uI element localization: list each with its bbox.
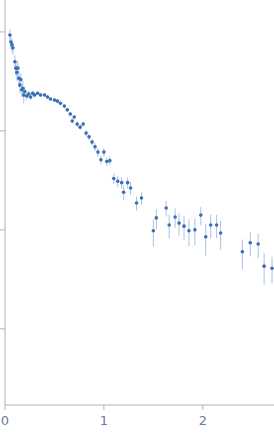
x-tick-label: 1 xyxy=(100,413,108,428)
data-point xyxy=(59,101,63,105)
data-point xyxy=(11,46,15,50)
data-point xyxy=(209,223,213,227)
x-tick xyxy=(103,405,104,410)
data-point xyxy=(46,95,50,99)
data-point xyxy=(140,196,144,200)
data-point xyxy=(49,97,53,101)
data-point xyxy=(21,86,25,90)
data-point xyxy=(16,66,20,70)
data-point xyxy=(177,221,181,225)
data-point xyxy=(108,159,112,163)
data-point xyxy=(116,179,120,183)
data-point xyxy=(99,158,103,162)
data-point xyxy=(219,231,223,235)
data-point xyxy=(93,145,97,149)
x-tick-label: 0 xyxy=(1,413,9,428)
data-point xyxy=(270,266,274,270)
x-tick xyxy=(5,405,6,410)
data-point xyxy=(122,190,126,194)
data-point xyxy=(70,119,74,123)
error-bar xyxy=(188,219,189,246)
data-point xyxy=(39,93,43,97)
data-point xyxy=(18,83,22,87)
data-point xyxy=(96,150,100,154)
data-point xyxy=(75,122,79,126)
data-point xyxy=(193,228,197,232)
y-tick xyxy=(0,229,5,230)
data-point xyxy=(68,112,72,116)
error-bar xyxy=(264,253,265,284)
data-point xyxy=(102,150,106,154)
data-point xyxy=(248,241,252,245)
data-point xyxy=(13,60,17,64)
data-point xyxy=(152,229,156,233)
data-point xyxy=(173,215,177,219)
data-point xyxy=(204,235,208,239)
data-point xyxy=(63,104,67,108)
data-point xyxy=(90,140,94,144)
data-point xyxy=(112,177,116,181)
data-point xyxy=(241,250,245,254)
data-point xyxy=(126,181,130,185)
data-point xyxy=(15,71,19,75)
data-point xyxy=(8,33,12,37)
data-group xyxy=(8,29,274,285)
error-bar xyxy=(220,221,221,250)
chart: 0 1 2 xyxy=(0,0,274,437)
data-point xyxy=(199,213,203,217)
data-point xyxy=(19,78,23,82)
x-tick xyxy=(202,405,203,410)
data-point xyxy=(215,223,219,227)
data-point xyxy=(167,223,171,227)
error-bar xyxy=(242,239,243,269)
data-point xyxy=(43,93,47,97)
data-point xyxy=(72,115,76,119)
y-tick xyxy=(0,328,5,329)
data-point xyxy=(84,131,88,135)
error-bar xyxy=(153,219,154,246)
data-point xyxy=(56,99,60,103)
data-point xyxy=(155,216,159,220)
data-point xyxy=(129,186,133,190)
y-tick xyxy=(0,31,5,32)
data-point xyxy=(262,264,266,268)
y-tick xyxy=(0,130,5,131)
data-point xyxy=(87,135,91,139)
error-bar xyxy=(205,224,206,256)
data-point xyxy=(182,224,186,228)
data-point xyxy=(164,206,168,210)
data-point xyxy=(81,122,85,126)
data-point xyxy=(29,95,33,99)
data-point xyxy=(187,229,191,233)
x-tick-label: 2 xyxy=(199,413,207,428)
y-axis xyxy=(5,0,6,405)
error-bar xyxy=(272,257,273,283)
data-point xyxy=(66,108,70,112)
data-point xyxy=(256,242,260,246)
data-point xyxy=(120,181,124,185)
data-point xyxy=(135,201,139,205)
x-axis xyxy=(5,405,274,406)
data-point xyxy=(23,90,27,94)
data-point xyxy=(27,92,31,96)
data-point xyxy=(78,125,82,129)
error-bar xyxy=(194,219,195,246)
